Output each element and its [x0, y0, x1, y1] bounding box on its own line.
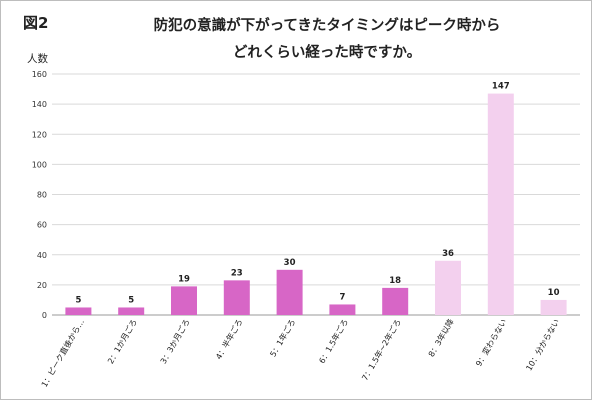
data-label: 19: [178, 274, 190, 284]
data-label: 5: [75, 295, 81, 305]
y-tick-label: 0: [42, 311, 47, 320]
chart-title-line-2: どれくらい経った時ですか。: [232, 45, 422, 61]
data-label: 30: [284, 258, 296, 268]
x-tick-label: 2：1か月ごろ: [105, 317, 139, 365]
y-tick-label: 120: [32, 130, 47, 139]
bar: [540, 299, 567, 315]
x-tick-label: 5：1年ごろ: [268, 317, 298, 359]
x-tick-label: 7：1.5年~2年ごろ: [359, 317, 402, 382]
data-label: 147: [492, 82, 510, 92]
y-axis-label: 人数: [27, 53, 48, 65]
y-tick-label: 100: [32, 160, 47, 169]
x-tick-label: 4：半年ごろ: [213, 317, 244, 361]
data-label: 23: [231, 268, 243, 278]
x-tick-label: 8：3年以降: [426, 317, 456, 359]
bar: [276, 269, 303, 315]
data-label: 5: [128, 295, 134, 305]
data-label: 18: [389, 276, 401, 286]
data-label: 7: [339, 292, 345, 302]
y-tick-label: 20: [37, 281, 47, 290]
bar: [487, 93, 514, 315]
bar: [118, 307, 145, 315]
y-tick-label: 60: [37, 221, 47, 230]
figure-label: 図2: [23, 14, 49, 32]
y-tick-label: 140: [32, 100, 47, 109]
bar: [65, 307, 92, 315]
x-tick-label: 6：1.5年ごろ: [317, 317, 351, 365]
x-tick-label: 10：分からない: [524, 318, 561, 373]
y-tick-label: 80: [37, 191, 47, 200]
x-tick-label: 1：ピーク直後から…: [39, 317, 86, 389]
y-tick-label: 40: [37, 251, 47, 260]
bar: [329, 304, 356, 315]
data-label: 36: [442, 249, 454, 259]
y-tick-label: 160: [32, 70, 47, 79]
bar: [435, 260, 461, 315]
x-tick-label: 3：3か月ごろ: [158, 317, 192, 365]
chart-title: 防犯の意識が下がってきたタイミングはピーク時から どれくらい経った時ですか。: [121, 13, 533, 67]
bar: [223, 280, 250, 315]
bar: [171, 286, 197, 315]
x-tick-label: 9：変わらない: [473, 317, 508, 368]
data-label: 10: [548, 288, 560, 298]
chart-title-line-1: 防犯の意識が下がってきたタイミングはピーク時から: [153, 18, 501, 34]
bar: [382, 287, 409, 315]
